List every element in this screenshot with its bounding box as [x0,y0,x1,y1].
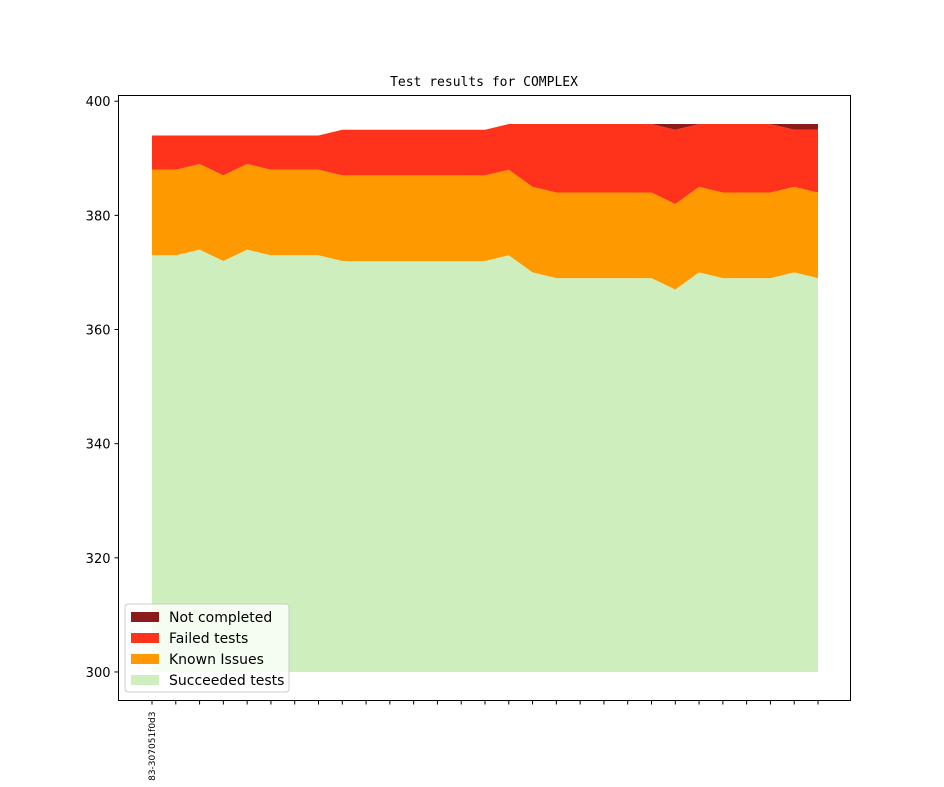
area-known-issues [152,163,818,290]
legend: Not completed Failed tests Known Issues Suc… [124,603,290,693]
legend-swatch-known-issues [131,654,159,664]
legend-label-failed-tests: Failed tests [169,631,248,647]
x-tick-label: 83-307051f0d3 [148,712,158,781]
area-layers [152,124,818,672]
legend-label-known-issues: Known Issues [169,652,264,668]
y-tick-label: 340 [86,438,111,453]
y-tick-label: 360 [86,324,111,339]
legend-box [124,603,290,693]
legend-swatch-failed-tests [131,633,159,643]
legend-label-succeeded-tests: Succeeded tests [169,673,284,689]
y-axis: 300 320 340 360 380 400 [86,95,119,681]
chart-title: Test results for COMPLEX [390,75,578,90]
area-succeeded-tests [152,249,818,672]
x-axis: 83-307051f0d3 [148,700,819,781]
y-tick-label: 320 [86,552,111,567]
y-tick-label: 300 [86,666,111,681]
y-tick-label: 400 [86,95,111,110]
legend-swatch-not-completed [131,612,159,622]
legend-swatch-succeeded-tests [131,675,159,685]
legend-label-not-completed: Not completed [169,610,272,626]
y-tick-label: 380 [86,209,111,224]
area-failed-tests [152,124,818,204]
